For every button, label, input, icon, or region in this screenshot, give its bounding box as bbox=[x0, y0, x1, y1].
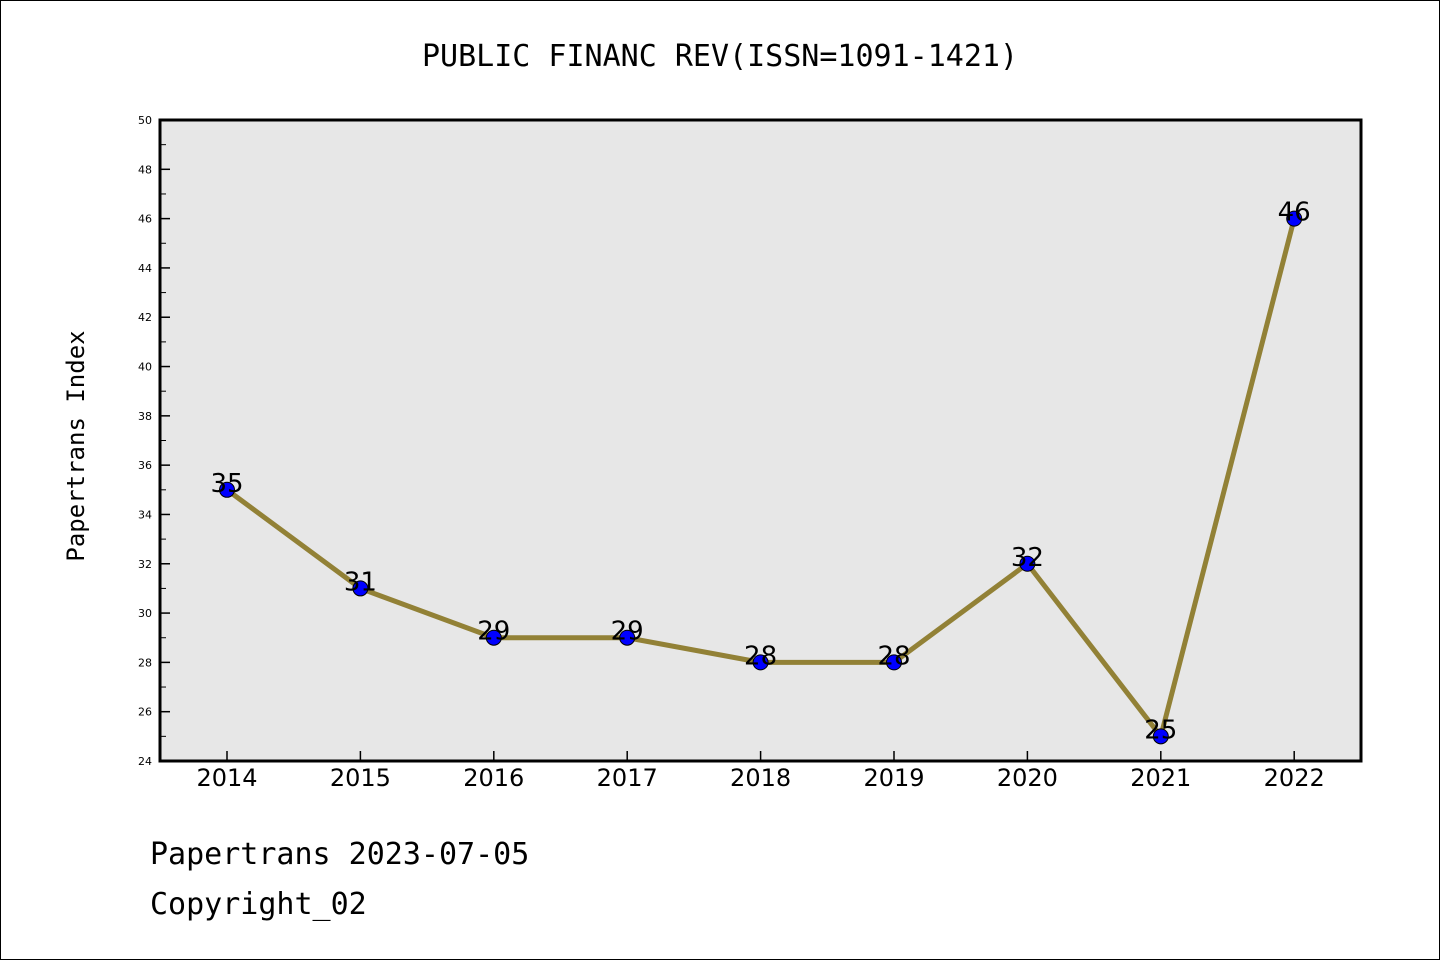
data-point bbox=[1152, 728, 1169, 745]
x-tick-label: 2017 bbox=[597, 764, 658, 792]
data-label: 28 bbox=[877, 641, 910, 671]
y-tick-label: 46 bbox=[138, 213, 152, 226]
data-point bbox=[1286, 210, 1303, 227]
y-tick-label: 32 bbox=[138, 558, 152, 571]
x-tick-label: 2019 bbox=[863, 764, 924, 792]
data-point bbox=[886, 654, 902, 671]
data-labels: 35 31 29 29 28 28 32 25 46 bbox=[210, 198, 1310, 746]
x-tick-label: 2018 bbox=[730, 764, 791, 792]
data-point bbox=[619, 629, 636, 646]
y-tick-label: 42 bbox=[138, 311, 152, 324]
y-tick-label: 26 bbox=[138, 706, 152, 719]
data-label: 46 bbox=[1278, 198, 1311, 228]
data-point bbox=[1019, 555, 1036, 572]
x-tick-label: 2014 bbox=[196, 764, 257, 792]
data-label: 35 bbox=[210, 469, 243, 499]
data-point bbox=[352, 580, 369, 597]
data-label: 29 bbox=[611, 617, 644, 647]
x-axis-ticks: 2014 2015 2016 2017 2018 2019 2020 2021 2022 bbox=[196, 751, 1325, 792]
y-tick-label: 48 bbox=[138, 163, 152, 176]
footer-date: Papertrans 2023-07-05 bbox=[150, 837, 529, 872]
x-tick-label: 2015 bbox=[330, 764, 391, 792]
data-label: 29 bbox=[477, 617, 510, 647]
data-label: 32 bbox=[1011, 543, 1044, 573]
y-tick-label: 30 bbox=[138, 607, 152, 620]
data-label: 31 bbox=[344, 567, 377, 597]
x-tick-label: 2022 bbox=[1264, 764, 1325, 792]
data-label: 25 bbox=[1144, 715, 1177, 745]
plot-area bbox=[160, 120, 1361, 761]
data-point bbox=[485, 629, 502, 646]
data-point bbox=[752, 654, 769, 671]
y-tick-label: 38 bbox=[138, 410, 152, 423]
y-tick-label: 50 bbox=[138, 114, 152, 127]
plot-border bbox=[158, 118, 1363, 763]
y-tick-label: 36 bbox=[138, 459, 152, 472]
x-tick-label: 2016 bbox=[463, 764, 524, 792]
y-tick-label: 34 bbox=[138, 508, 152, 521]
data-point bbox=[219, 481, 235, 498]
y-tick-label: 24 bbox=[138, 755, 152, 768]
chart-title: PUBLIC FINANC REV(ISSN=1091-1421) bbox=[422, 39, 1018, 74]
data-label: 28 bbox=[744, 641, 777, 671]
y-axis-label: Papertrans Index bbox=[62, 330, 90, 561]
y-tick-label: 28 bbox=[138, 656, 152, 669]
data-markers bbox=[219, 210, 1303, 745]
x-tick-label: 2021 bbox=[1130, 764, 1191, 792]
y-axis-ticks: 24 26 28 30 32 34 36 38 40 42 44 46 48 50 bbox=[138, 114, 170, 768]
x-tick-label: 2020 bbox=[997, 764, 1058, 792]
footer-copyright: Copyright_02 bbox=[150, 887, 367, 922]
y-tick-label: 44 bbox=[138, 262, 152, 275]
y-tick-label: 40 bbox=[138, 361, 152, 374]
